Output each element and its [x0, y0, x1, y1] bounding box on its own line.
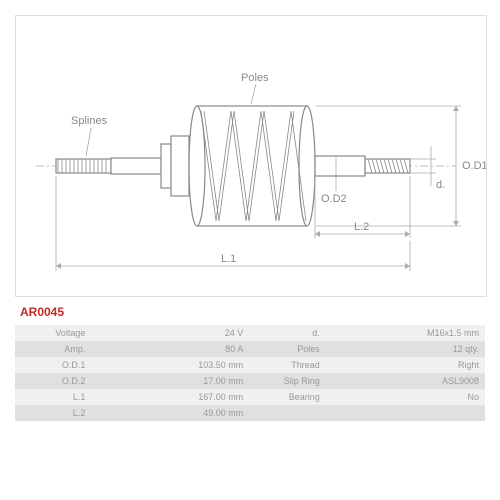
splines-label: Splines [71, 115, 108, 127]
l2-dim: L.2 [354, 221, 369, 233]
od2-dim: O.D2 [321, 193, 347, 205]
od1-dim: O.D1 [462, 160, 486, 172]
technical-drawing: Splines Poles O.D1 d. O.D2 L.2 L.1 [15, 15, 487, 297]
poles-label: Poles [241, 72, 269, 84]
l1-dim: L.1 [221, 253, 236, 265]
d-dim: d. [436, 179, 445, 191]
part-code: AR0045 [20, 305, 64, 319]
specs-table: Voltage24 Vd.M16x1.5 mm Amp.80 APoles12 … [15, 325, 485, 421]
